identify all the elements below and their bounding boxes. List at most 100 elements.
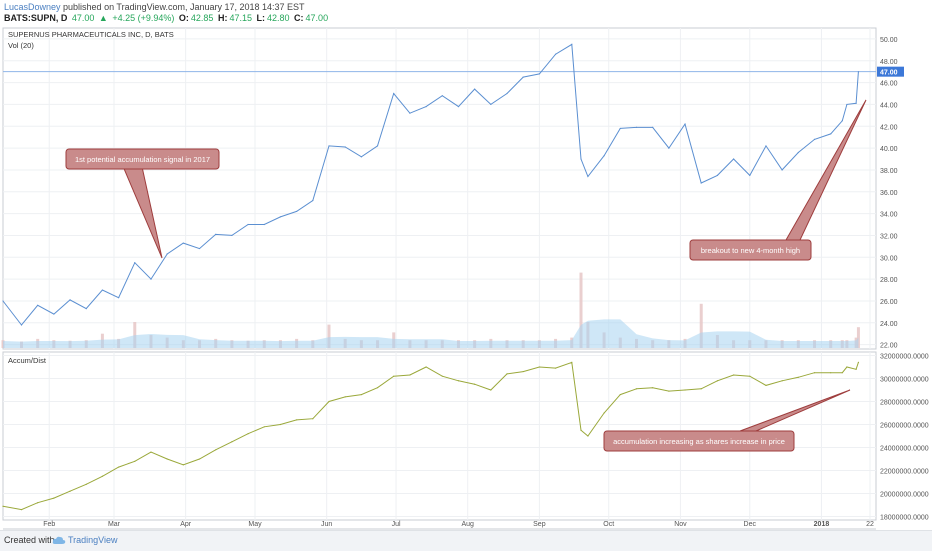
callout-text: breakout to new 4-month high [701,246,800,255]
volume-bar [579,272,583,348]
price-point [846,103,848,106]
price-point [150,278,152,280]
symbol-label: BATS:SUPN, D [4,13,68,23]
price-point [134,262,136,264]
x-tick-label: Mar [108,521,121,528]
y-tick-label: 18000000.0000 [880,515,929,522]
x-tick-label: Feb [43,521,55,528]
price-point [635,126,638,128]
accum-dist-point [279,423,282,426]
close-value: 47.00 [305,13,329,23]
low-label: L: [256,13,266,23]
accum-dist-point [619,393,621,396]
price-point [393,92,395,95]
price-point [166,253,168,255]
y-tick-label: 46.00 [880,81,898,88]
accum-dist-point [409,374,411,376]
price-point [376,145,379,147]
accum-dist-point [231,441,233,443]
price-point [53,313,55,315]
accum-dist-point [587,435,589,437]
volume-bar [327,324,331,348]
price-chart[interactable]: Feb Mar Apr May Jun Jul Aug Sep Oct Nov Dec 2018 22 5… [0,24,932,530]
callout-text: 1st potential accumulation signal in 201… [75,155,210,164]
price-point [69,299,71,301]
publish-line: LucasDowney published on TradingView.com… [4,2,305,12]
high-label: H: [217,13,228,23]
x-tick-label: Oct [603,521,614,528]
accum-dist-point [441,375,443,377]
accum-dist-point [538,366,540,368]
y-tick-label: 32000000.0000 [880,353,929,360]
price-point [118,297,120,299]
accum-dist-point [554,367,557,369]
high-value: 47.15 [229,13,252,23]
callout-box [689,239,812,261]
y-tick-label: 24.00 [880,321,898,328]
y-tick-label: 42.00 [880,124,898,131]
accum-dist-point [846,366,848,368]
price-point [457,106,460,108]
accum-dist-point [571,361,573,363]
volume-bar [699,303,703,348]
accum-dist-point [857,361,860,363]
accum-dist-point [215,449,217,451]
price-point [360,156,362,158]
y-tick-label: 34.00 [880,212,898,219]
accum-dist-point [716,380,719,382]
x-tick-label: Sep [533,521,546,528]
price-point [765,145,767,147]
y-tick-label: 28000000.0000 [880,399,929,406]
price-point [749,174,751,176]
volume-average-area [3,319,859,348]
price-point [668,147,670,149]
price-point [263,223,265,226]
callout-box [603,430,795,452]
price-point [37,304,39,306]
accum-dist-point [855,368,857,370]
x-tick-label: Jul [392,521,401,528]
price-point [684,123,686,125]
ohlc-line: BATS:SUPN, D 47.00 ▲ +4.25 (+9.94%) O: 42… [4,13,330,23]
tradingview-cloud-icon [52,536,66,544]
price-point [490,103,492,106]
accum-dist-point [37,502,39,504]
price-change: +4.25 (+9.94%) [112,13,175,23]
accum-dist-point [522,370,524,373]
price-point [580,158,582,160]
accum-dist-point [85,483,87,485]
price-point [700,182,702,184]
accum-dist-point [841,372,843,374]
price-point [279,216,282,218]
accum-dist-point [700,388,702,390]
x-tick-label: Jun [321,521,332,528]
x-tick-label: Nov [674,521,687,528]
accum-dist-point [134,460,136,462]
price-pane [2,27,877,350]
y-tick-label: 44.00 [880,102,898,109]
open-value: 42.85 [190,13,214,23]
callout-accumulation-signal: 1st potential accumulation signal in 201… [65,148,220,259]
y-tick-label: 26000000.0000 [880,422,929,429]
author-link[interactable]: LucasDowney [4,2,61,12]
x-tick-label: May [248,521,262,528]
x-tick-label: 2018 [814,521,830,528]
accum-dist-point [813,372,816,374]
tradingview-brand-link[interactable]: TradingView [68,535,118,545]
close-label: C: [294,13,304,23]
accum-dist-point [797,376,799,378]
y-tick-label: 50.00 [880,37,898,44]
price-point [441,95,443,97]
accum-dist-point [830,372,832,374]
accum-dist-point [118,466,120,468]
x-tick-label: Dec [744,521,757,528]
accum-dist-point [198,458,201,460]
price-point [101,289,104,291]
price-point [2,300,4,302]
y-tick-label: 48.00 [880,59,898,66]
price-point [619,127,621,130]
price-point [215,233,217,235]
price-point [603,155,605,157]
callout-box [65,148,220,170]
accum-dist-point [376,387,379,389]
